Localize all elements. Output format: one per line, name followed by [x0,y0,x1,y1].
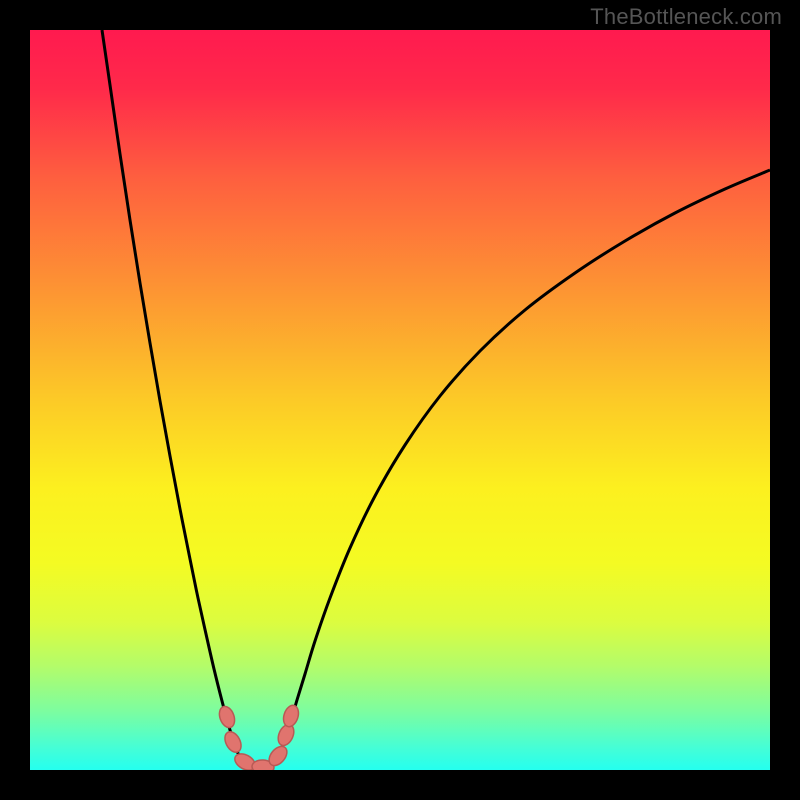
chart-background [30,30,770,770]
bottleneck-chart [30,30,770,770]
watermark-text: TheBottleneck.com [590,4,782,30]
